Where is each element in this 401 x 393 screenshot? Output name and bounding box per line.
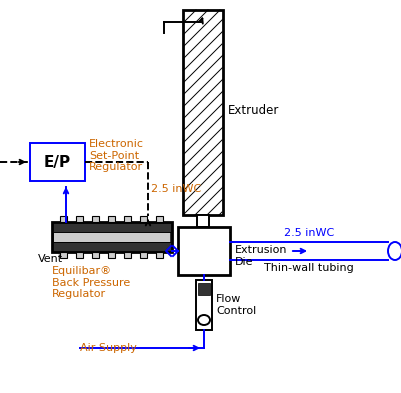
Bar (60, 216, 67, 222)
Bar (76, 252, 83, 258)
Bar (140, 252, 147, 258)
Bar (156, 216, 162, 222)
Text: Vent: Vent (38, 254, 63, 264)
Bar (140, 216, 147, 222)
Bar (178, 227, 229, 275)
Bar (198, 283, 209, 295)
Bar (52, 222, 172, 252)
Bar (182, 10, 223, 215)
Bar (108, 252, 115, 258)
Bar (54, 232, 170, 242)
Bar (108, 216, 115, 222)
Text: Extruder: Extruder (227, 103, 279, 116)
Text: 2.5 inWC: 2.5 inWC (151, 184, 201, 194)
Bar (60, 252, 67, 258)
Text: E/P: E/P (44, 154, 71, 169)
Text: 2.5 inWC: 2.5 inWC (283, 228, 333, 238)
Bar (124, 216, 131, 222)
Bar (196, 215, 209, 227)
Text: Extrusion
Die: Extrusion Die (235, 245, 287, 266)
Text: Flow
Control: Flow Control (215, 294, 255, 316)
Bar (124, 252, 131, 258)
Text: Thin-wall tubing: Thin-wall tubing (263, 263, 353, 273)
Bar (92, 252, 99, 258)
Bar (92, 216, 99, 222)
Text: Equilibar®
Back Pressure
Regulator: Equilibar® Back Pressure Regulator (52, 266, 130, 299)
Ellipse shape (387, 242, 401, 260)
Bar (30, 143, 85, 181)
Text: Electronic
Set-Point
Regulator: Electronic Set-Point Regulator (89, 139, 144, 172)
Text: Air Supply: Air Supply (80, 343, 136, 353)
Ellipse shape (198, 315, 209, 325)
Bar (76, 216, 83, 222)
Bar (156, 252, 162, 258)
Bar (196, 280, 211, 330)
